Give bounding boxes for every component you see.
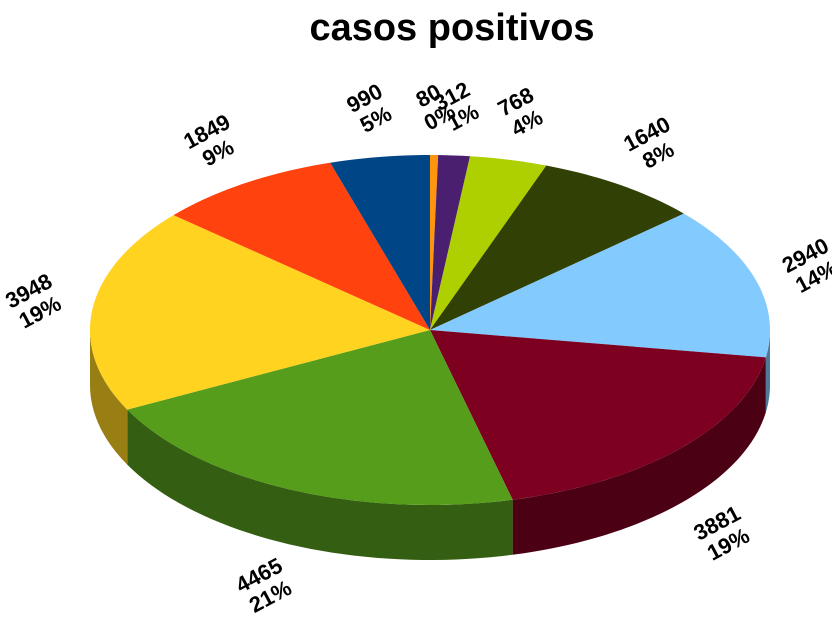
slice-side: [127, 409, 513, 560]
slice: [430, 330, 766, 500]
chart-title: casos positivos: [309, 7, 594, 49]
slice: [430, 156, 547, 330]
slice-side: [90, 330, 128, 465]
slice: [330, 155, 430, 330]
slice: [90, 215, 431, 410]
slice: [430, 165, 684, 330]
slice: [430, 155, 439, 330]
slice: [127, 330, 513, 505]
slice-side: [765, 330, 770, 413]
slice: [430, 155, 471, 330]
slice-side: [512, 357, 766, 555]
slice: [173, 162, 430, 330]
slice: [430, 213, 770, 358]
